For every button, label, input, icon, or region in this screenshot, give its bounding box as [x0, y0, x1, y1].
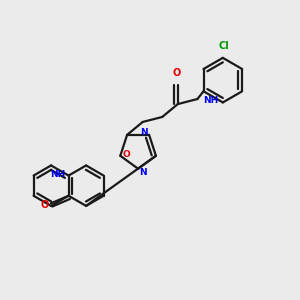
Text: N: N — [140, 128, 148, 137]
Text: N: N — [139, 168, 146, 177]
Text: NH: NH — [50, 169, 65, 178]
Text: O: O — [41, 200, 49, 210]
Text: O: O — [123, 149, 131, 158]
Text: Cl: Cl — [219, 41, 230, 51]
Text: O: O — [172, 68, 181, 78]
Text: NH: NH — [203, 96, 219, 105]
